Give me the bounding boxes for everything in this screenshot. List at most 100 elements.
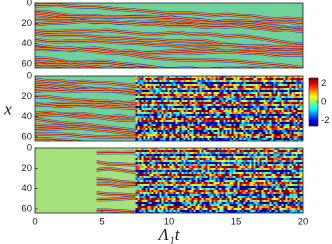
noise-cell — [154, 132, 156, 134]
noise-cell — [144, 82, 146, 84]
noise-cell — [270, 166, 272, 168]
noise-cell — [278, 122, 280, 124]
noise-cell — [250, 138, 252, 140]
noise-cell — [176, 188, 178, 190]
noise-cell — [296, 154, 298, 156]
noise-cell — [218, 88, 220, 90]
noise-cell — [200, 136, 202, 138]
noise-cell — [274, 184, 276, 186]
noise-cell — [172, 176, 174, 178]
noise-cell — [190, 106, 192, 108]
noise-cell — [212, 130, 214, 132]
noise-cell — [254, 186, 256, 188]
noise-cell — [214, 166, 216, 168]
noise-cell — [206, 194, 208, 196]
noise-cell — [276, 190, 278, 192]
noise-cell — [220, 154, 222, 156]
noise-cell — [244, 194, 246, 196]
noise-cell — [140, 192, 142, 194]
noise-cell — [148, 164, 150, 166]
noise-cell — [174, 116, 176, 118]
noise-cell — [208, 166, 210, 168]
noise-cell — [172, 188, 174, 190]
noise-cell — [260, 122, 262, 124]
noise-cell — [300, 82, 302, 84]
noise-cell — [188, 82, 190, 84]
noise-cell — [174, 92, 176, 94]
noise-cell — [244, 82, 246, 84]
noise-cell — [258, 106, 260, 108]
noise-cell — [272, 98, 274, 100]
noise-cell — [266, 186, 268, 188]
noise-cell — [220, 174, 222, 176]
noise-cell — [274, 174, 276, 176]
noise-cell — [170, 160, 172, 162]
noise-cell — [244, 178, 246, 180]
noise-cell — [284, 78, 286, 80]
noise-cell — [222, 134, 224, 136]
noise-cell — [260, 98, 262, 100]
noise-cell — [162, 160, 164, 162]
noise-cell — [162, 180, 164, 182]
noise-cell — [206, 128, 208, 130]
noise-cell — [188, 194, 190, 196]
noise-cell — [208, 150, 210, 152]
noise-cell — [260, 126, 262, 128]
noise-cell — [168, 154, 170, 156]
noise-cell — [152, 90, 154, 92]
noise-cell — [256, 98, 258, 100]
noise-cell — [270, 80, 272, 82]
noise-cell — [146, 194, 148, 196]
noise-cell — [234, 126, 236, 128]
noise-cell — [204, 180, 206, 182]
noise-cell — [234, 122, 236, 124]
noise-cell — [300, 130, 302, 132]
noise-cell — [298, 168, 300, 170]
noise-cell — [194, 118, 196, 120]
noise-cell — [250, 156, 252, 158]
noise-cell — [206, 122, 208, 124]
noise-cell — [214, 90, 216, 92]
noise-cell — [276, 92, 278, 94]
noise-cell — [148, 82, 150, 84]
noise-cell — [160, 88, 162, 90]
noise-cell — [240, 186, 242, 188]
noise-cell — [230, 104, 232, 106]
noise-cell — [262, 170, 264, 172]
noise-cell — [242, 104, 244, 106]
noise-cell — [232, 194, 234, 196]
noise-cell — [222, 118, 224, 120]
noise-cell — [238, 108, 240, 110]
noise-cell — [228, 82, 230, 84]
noise-cell — [174, 90, 176, 92]
noise-cell — [298, 88, 300, 90]
noise-cell — [210, 120, 212, 122]
noise-cell — [154, 162, 156, 164]
noise-cell — [146, 180, 148, 182]
noise-cell — [214, 88, 216, 90]
noise-cell — [176, 134, 178, 136]
noise-cell — [180, 126, 182, 128]
noise-cell — [242, 188, 244, 190]
noise-cell — [228, 162, 230, 164]
noise-cell — [286, 100, 288, 102]
noise-cell — [272, 150, 274, 152]
noise-cell — [152, 100, 154, 102]
noise-cell — [276, 110, 278, 112]
noise-cell — [136, 178, 138, 180]
noise-cell — [178, 182, 180, 184]
noise-cell — [298, 156, 300, 158]
noise-cell — [198, 158, 200, 160]
noise-cell — [244, 112, 246, 114]
noise-cell — [260, 92, 262, 94]
noise-cell — [204, 84, 206, 86]
noise-cell — [238, 156, 240, 158]
noise-cell — [226, 164, 228, 166]
noise-cell — [148, 90, 150, 92]
noise-cell — [262, 116, 264, 118]
noise-cell — [162, 182, 164, 184]
noise-cell — [296, 156, 298, 158]
noise-cell — [174, 130, 176, 132]
noise-cell — [286, 110, 288, 112]
noise-cell — [138, 158, 140, 160]
